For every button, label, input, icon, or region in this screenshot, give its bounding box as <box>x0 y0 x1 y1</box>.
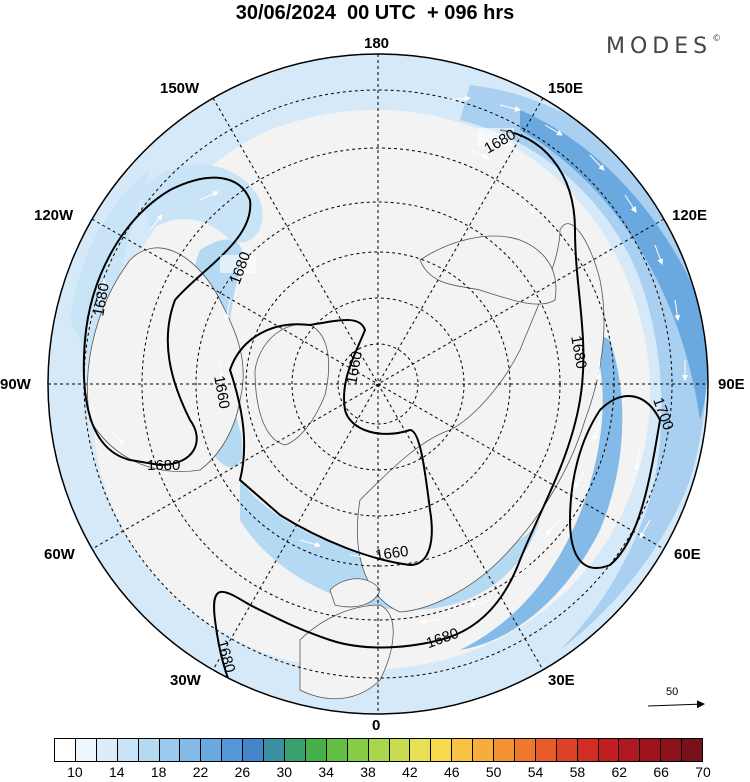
colorbar-cell <box>55 739 76 761</box>
contour-label: 1680 <box>90 282 113 318</box>
colorbar-cell <box>389 739 411 761</box>
colorbar-tick-label: 70 <box>695 764 711 780</box>
colorbar-tick-label: 14 <box>109 764 125 780</box>
colorbar-cell <box>264 739 285 761</box>
lon-label-180: 180 <box>364 35 390 52</box>
colorbar-cell <box>347 739 369 761</box>
colorbar-cell <box>410 739 432 761</box>
colorbar-cell <box>117 739 139 761</box>
colorbar-tick-label: 62 <box>611 764 628 780</box>
colorbar-cell <box>326 739 348 761</box>
map-disk: 1680 1680 1680 1680 1660 1660 1660 1680 … <box>48 54 708 714</box>
lon-label-60w: 60W <box>44 546 75 563</box>
map-border <box>47 53 709 715</box>
lon-label-120w: 120W <box>34 207 74 224</box>
colorbar-tick-label: 18 <box>150 764 167 780</box>
colorbar-tick-label: 30 <box>276 764 293 780</box>
colorbar-tick-label: 38 <box>360 764 376 780</box>
siberia-coast <box>419 235 557 305</box>
colorbar-cell <box>75 739 97 761</box>
lon-label-120e: 120E <box>672 207 708 224</box>
jet-south-left <box>70 170 150 380</box>
colorbar-cell <box>159 739 181 761</box>
colorbar-tick-label: 46 <box>443 764 460 780</box>
lon-label-60e: 60E <box>674 546 701 563</box>
lon-label-150e: 150E <box>548 80 584 97</box>
brand-text: MODES <box>606 34 713 59</box>
contour-1680-eurasia <box>213 129 585 701</box>
brand-logo: MODES© <box>606 34 721 59</box>
map-title: 30/06/2024 00 UTC + 096 hrs <box>235 2 515 24</box>
contour-label: 1660 <box>343 350 366 386</box>
colorbar-tick-label: 50 <box>485 764 502 780</box>
lon-label-0: 0 <box>372 717 381 734</box>
reference-vector-label: 50 <box>666 686 679 698</box>
colorbar-cell <box>661 739 683 761</box>
land-masses <box>87 223 605 700</box>
contour-label: 1660 <box>210 374 233 410</box>
colorbar-cell <box>598 739 620 761</box>
colorbar-cell <box>682 739 703 761</box>
colorbar-cell <box>514 739 536 761</box>
colorbar-tick-label: 58 <box>569 764 586 780</box>
colorbar-cell <box>452 739 474 761</box>
colorbar-cell <box>180 739 202 761</box>
colorbar-tick-label: 22 <box>192 764 209 780</box>
colorbar-cell <box>431 739 453 761</box>
colorbar-cell <box>640 739 662 761</box>
reference-vector-arrow <box>648 700 705 709</box>
lon-label-30e: 30E <box>548 672 575 689</box>
contour-1660-polar <box>228 319 433 567</box>
geopotential-contours <box>82 129 662 701</box>
colorbar-cell <box>284 739 306 761</box>
jet-pacific-west <box>140 164 263 243</box>
lon-label-90w: 90W <box>0 376 31 393</box>
contour-label: 1660 <box>374 543 409 564</box>
colorbar-cell <box>473 739 495 761</box>
colorbar-tick-label: 34 <box>318 764 334 780</box>
colorbar-tick-labels: 10 14 18 22 26 30 34 38 42 46 50 54 58 62 66 70 <box>54 764 711 782</box>
north-america-land <box>87 247 244 472</box>
wind-vectors <box>99 95 688 625</box>
wind-speed-colorbar <box>54 738 703 762</box>
lon-label-150w: 150W <box>160 80 200 97</box>
colorbar-cell <box>577 739 599 761</box>
jet-eastern-core <box>520 110 708 420</box>
eurasia-land <box>357 223 605 613</box>
colorbar-cell <box>368 739 390 761</box>
greenland-land <box>254 323 330 446</box>
colorbar-cell <box>243 739 265 761</box>
copyright-mark: © <box>712 34 722 44</box>
graticule <box>48 54 708 714</box>
lon-label-30w: 30W <box>170 672 201 689</box>
contour-label: 1680 <box>567 334 590 370</box>
colorbar-cell <box>556 739 578 761</box>
colorbar-cell <box>138 739 160 761</box>
reference-vector: 50 <box>648 686 708 716</box>
contour-label: 1680 <box>147 457 180 474</box>
colorbar-tick-label: 26 <box>234 764 251 780</box>
africa-land <box>299 604 394 700</box>
colorbar-tick-label: 54 <box>527 764 544 780</box>
colorbar-tick-label: 10 <box>67 764 83 780</box>
polar-stereographic-map: 1680 1680 1680 1680 1660 1660 1660 1680 … <box>47 53 709 715</box>
colorbar-tick-label: 66 <box>653 764 669 780</box>
jet-asia-core <box>460 330 623 650</box>
colorbar-cell <box>619 739 641 761</box>
colorbar-cell <box>201 739 223 761</box>
colorbar-cell <box>535 739 557 761</box>
colorbar-cell <box>222 739 244 761</box>
colorbar-cell <box>494 739 515 761</box>
contour-1680-northwest <box>82 176 252 467</box>
colorbar-tick-label: 42 <box>402 764 418 780</box>
colorbar-cell <box>305 739 327 761</box>
lon-label-90e: 90E <box>718 376 745 393</box>
contour-1700-asia <box>568 395 662 569</box>
iberia-land <box>329 578 381 608</box>
colorbar-cell <box>96 739 118 761</box>
